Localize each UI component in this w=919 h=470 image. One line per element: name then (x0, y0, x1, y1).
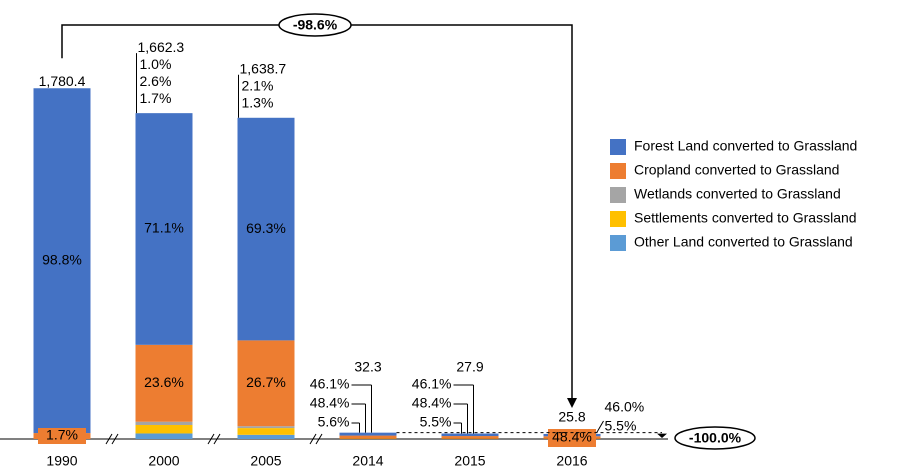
bar-segment (339, 432, 397, 436)
data-label: 48.4% (412, 395, 452, 411)
data-label: 1.3% (242, 94, 274, 110)
leader-line (596, 420, 604, 434)
axis-breaks (105, 433, 323, 445)
bar-segment (135, 344, 193, 422)
data-label: 46.0% (605, 399, 645, 415)
bar-segment (135, 421, 193, 425)
data-label: 1.7% (46, 427, 78, 443)
legend-label: Wetlands converted to Grassland (634, 186, 841, 202)
x-tick-label: 2005 (250, 453, 281, 469)
bar-segment (237, 426, 295, 429)
total-label: 27.9 (456, 359, 483, 375)
x-tick-label: 1990 (46, 453, 77, 469)
data-label: 71.1% (144, 220, 184, 236)
data-label: 5.5% (605, 418, 637, 434)
label-bg (38, 428, 86, 444)
bar-segment (135, 113, 193, 345)
bar-segment (237, 117, 295, 341)
data-label: 2.1% (242, 77, 274, 93)
data-label: 46.1% (412, 376, 452, 392)
data-label: 5.5% (420, 414, 452, 430)
bar-segment (339, 435, 397, 439)
x-tick-label: 2000 (148, 453, 179, 469)
total-label: 1,638.7 (240, 60, 287, 76)
data-label: 1.7% (140, 90, 172, 106)
annotation: -98.6% (293, 17, 338, 33)
data-label: 98.8% (42, 251, 82, 267)
data-label: 46.1% (310, 376, 350, 392)
legend-swatch (610, 235, 626, 251)
bar-segment (33, 88, 91, 434)
annotation-box (674, 426, 756, 450)
label-bg (548, 429, 596, 447)
data-label: 26.7% (246, 374, 286, 390)
x-tick-label: 2014 (352, 453, 383, 469)
legend-swatch (610, 163, 626, 179)
bar-segment (441, 433, 499, 437)
legend-swatch (610, 187, 626, 203)
legend-label: Forest Land converted to Grassland (634, 138, 857, 154)
legend-label: Cropland converted to Grassland (634, 162, 839, 178)
data-label: 1.0% (140, 56, 172, 72)
bar-segment (135, 424, 193, 434)
x-tick-label: 2016 (556, 453, 587, 469)
bar-segment (441, 436, 499, 439)
data-label: 69.3% (246, 220, 286, 236)
legend-swatch (610, 211, 626, 227)
data-label: 48.4% (310, 395, 350, 411)
total-label: 1,780.4 (39, 73, 86, 89)
bar-segment (237, 434, 295, 439)
legend-swatch (610, 139, 626, 155)
data-label: 2.6% (140, 73, 172, 89)
x-tick-label: 2015 (454, 453, 485, 469)
bar-segment (237, 340, 295, 427)
legend-label: Other Land converted to Grassland (634, 234, 853, 250)
arrow-head (657, 433, 667, 438)
legend-label: Settlements converted to Grassland (634, 210, 857, 226)
annotation: -100.0% (689, 430, 742, 446)
bar-segment (237, 428, 295, 435)
bar-segment (135, 433, 193, 439)
total-label: 32.3 (354, 359, 381, 375)
annotation-box (278, 13, 352, 37)
data-label: 23.6% (144, 374, 184, 390)
arrow-head (567, 397, 577, 408)
total-label: 1,662.3 (138, 39, 185, 55)
data-label: 48.4% (552, 429, 592, 445)
total-label: 25.8 (558, 409, 585, 425)
data-label: 5.6% (318, 414, 350, 430)
